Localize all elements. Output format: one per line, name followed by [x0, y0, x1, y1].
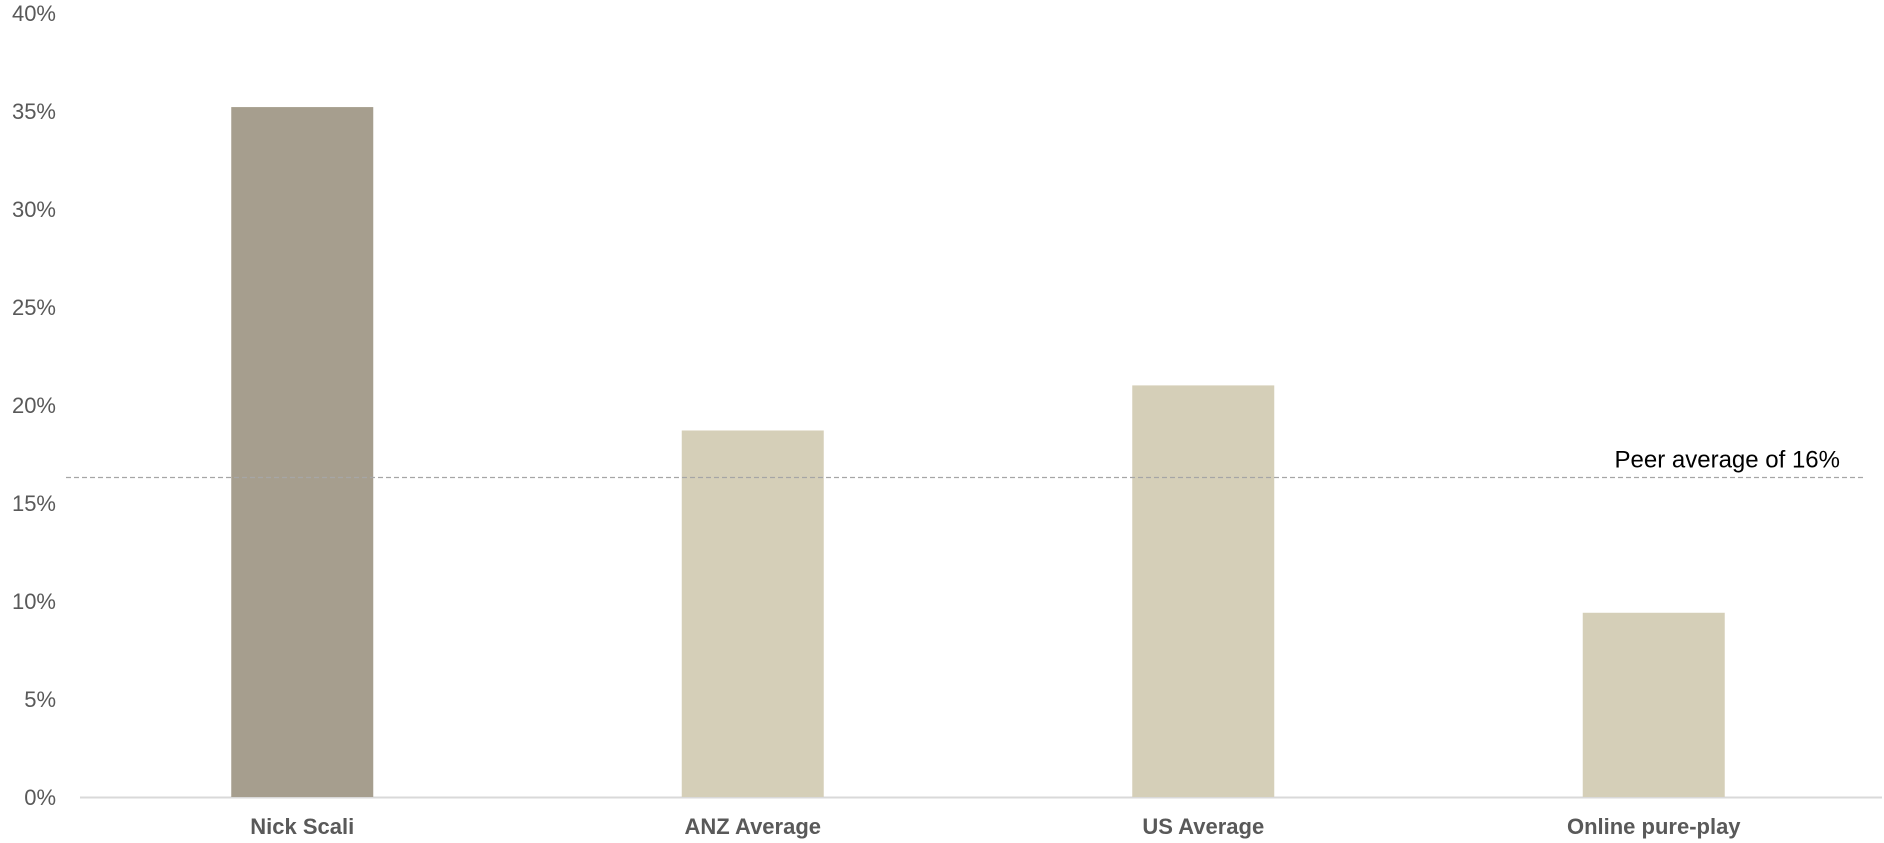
y-tick-label: 5% [24, 687, 56, 712]
x-category-label: US Average [1142, 814, 1264, 839]
bar [231, 107, 374, 797]
y-tick-label: 15% [12, 491, 56, 516]
y-tick-label: 40% [12, 1, 56, 26]
y-tick-label: 20% [12, 393, 56, 418]
y-tick-label: 10% [12, 589, 56, 614]
y-tick-label: 30% [12, 197, 56, 222]
y-tick-label: 35% [12, 99, 56, 124]
peer-average-label: Peer average of 16% [1615, 447, 1840, 474]
x-category-label: Online pure-play [1567, 814, 1741, 839]
bar [1582, 612, 1725, 797]
x-category-label: ANZ Average [684, 814, 821, 839]
x-category-label: Nick Scali [250, 814, 354, 839]
bar [681, 430, 824, 797]
x-axis: Nick Scali ANZ Average US Average Online pu… [250, 814, 1741, 839]
y-axis: 0% 5% 10% 15% 20% 25% 30% 35% 40% [12, 1, 56, 810]
bar [1132, 385, 1275, 797]
y-tick-label: 25% [12, 295, 56, 320]
y-tick-label: 0% [24, 785, 56, 810]
bar-series [231, 107, 1725, 797]
